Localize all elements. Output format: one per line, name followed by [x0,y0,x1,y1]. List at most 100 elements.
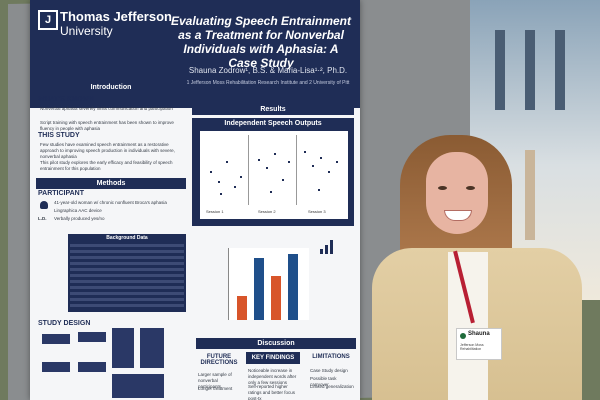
participant-initials: L.D. [38,216,47,221]
participant-bullet: Verbally produced yes/no [54,216,105,221]
study-design-box [112,374,164,398]
bar-chart-icon [320,240,338,254]
study-design-box [78,332,106,342]
bar-post-2 [288,254,298,320]
heading-key-findings: KEY FINDINGS [246,352,300,364]
heading-future-directions: FUTURE DIRECTIONS [200,354,238,366]
key-finding-bullet: Self-reported higher ratings and better … [248,384,296,400]
heading-whats-known: WHAT'S KNOWN [38,96,94,103]
scatter-point [234,186,236,188]
scatter-point [288,161,290,163]
poster-authors: Shauna Zodrow¹, B.S. & Maria-Lisa¹·², Ph… [188,66,348,75]
chart-title: Independent Speech Outputs [224,120,322,127]
bar-pre-1 [237,296,247,320]
scatter-point [210,171,212,173]
study-design-box [140,328,164,368]
heading-participant: PARTICIPANT [38,190,85,197]
table-row [70,292,184,295]
intro-bullet: Script training with speech entrainment … [40,120,174,131]
building-window [495,30,505,110]
university-logo-icon: J [38,10,58,30]
session-label: Session 2 [258,209,276,214]
study-design-box [112,328,134,368]
study-design-box [78,362,106,372]
presenter-face [426,152,488,234]
scatter-point [320,157,322,159]
table-row [70,280,184,283]
badge-organization: Jefferson Moss Rehabilitation [460,343,484,351]
building-window [555,30,565,110]
section-methods: Methods [36,178,186,189]
table-row [70,244,184,247]
poster-title: Evaluating Speech Entrainment as a Treat… [170,14,352,70]
background-data-table: Background Data [68,234,186,312]
scatter-point [266,167,268,169]
bar-chart-icon-bar [330,240,333,254]
bar-chart [228,248,309,320]
scatter-point [226,161,228,163]
heading-study-design: STUDY DESIGN [38,320,91,327]
bar-chart-icon-bar [320,249,323,254]
name-badge: Shauna Jefferson Moss Rehabilitation [456,328,502,360]
table-row [70,286,184,289]
scatter-point [258,159,260,161]
research-poster: J Thomas Jefferson University Evaluating… [30,0,360,400]
scatter-plot-area: Session 1 Session 2 Session 3 [200,131,348,219]
bar-chart-icon-bar [325,245,328,254]
section-results: Results [192,104,354,115]
limitation-bullet: Limited generalization [310,384,354,389]
table-row [70,268,184,271]
session-divider [248,135,249,205]
key-finding-bullet: Noticeable increase in independent words… [248,368,297,385]
future-bullet: Larger sample of nonverbal participants [198,372,232,389]
badge-logo-icon [460,333,466,339]
study-design-box [42,334,70,344]
limitation-bullet: Possible task carryover [310,376,337,387]
presenter-eye [438,186,447,190]
scatter-point [304,151,306,153]
scatter-point [240,176,242,178]
university-name: Thomas Jefferson University [60,9,172,39]
table-row [70,298,184,301]
scatter-point [270,191,272,193]
intro-bullet: Nonverbal aphasia severely limits commun… [40,106,173,111]
bar-post-1 [254,257,264,320]
person-icon [40,201,48,209]
background-data-heading: Background Data [106,235,148,241]
table-row [70,250,184,253]
bar-pre-2 [271,276,281,320]
scatter-point [336,161,338,163]
heading-limitations: LIMITATIONS [312,354,350,360]
building-window [525,150,535,240]
university-name-line1: Thomas Jefferson [60,9,172,24]
session-label: Session 3 [308,209,326,214]
scatter-point [220,193,222,195]
presenter-eye [466,186,475,190]
table-row [70,304,184,307]
presenter-shirt [448,252,488,400]
badge-name: Shauna [468,331,490,337]
session-label: Session 1 [206,209,224,214]
heading-this-study: THIS STUDY [38,132,80,139]
table-row [70,274,184,277]
scatter-point [318,189,320,191]
scatter-point [282,179,284,181]
session-divider [296,135,297,205]
study-bullet: This pilot study explores the early effi… [40,160,173,171]
scatter-point [218,181,220,183]
table-row [70,256,184,259]
table-row [70,262,184,265]
scatter-point [312,165,314,167]
presenter: Shauna Jefferson Moss Rehabilitation [360,120,600,400]
future-bullet: Longer treatment [198,386,233,391]
speech-outputs-chart: Independent Speech Outputs Session 1 Ses… [192,118,354,226]
section-introduction: Introduction [36,82,186,93]
participant-bullet: 41-year-old woman w/ chronic nonfluent B… [54,200,167,205]
limitation-bullet: Case Study design [310,368,348,373]
presenter-smile [444,210,472,221]
study-bullet: Few studies have examined speech entrain… [40,142,175,159]
scatter-point [328,171,330,173]
building-window [525,30,535,110]
section-discussion: Discussion [196,338,356,349]
